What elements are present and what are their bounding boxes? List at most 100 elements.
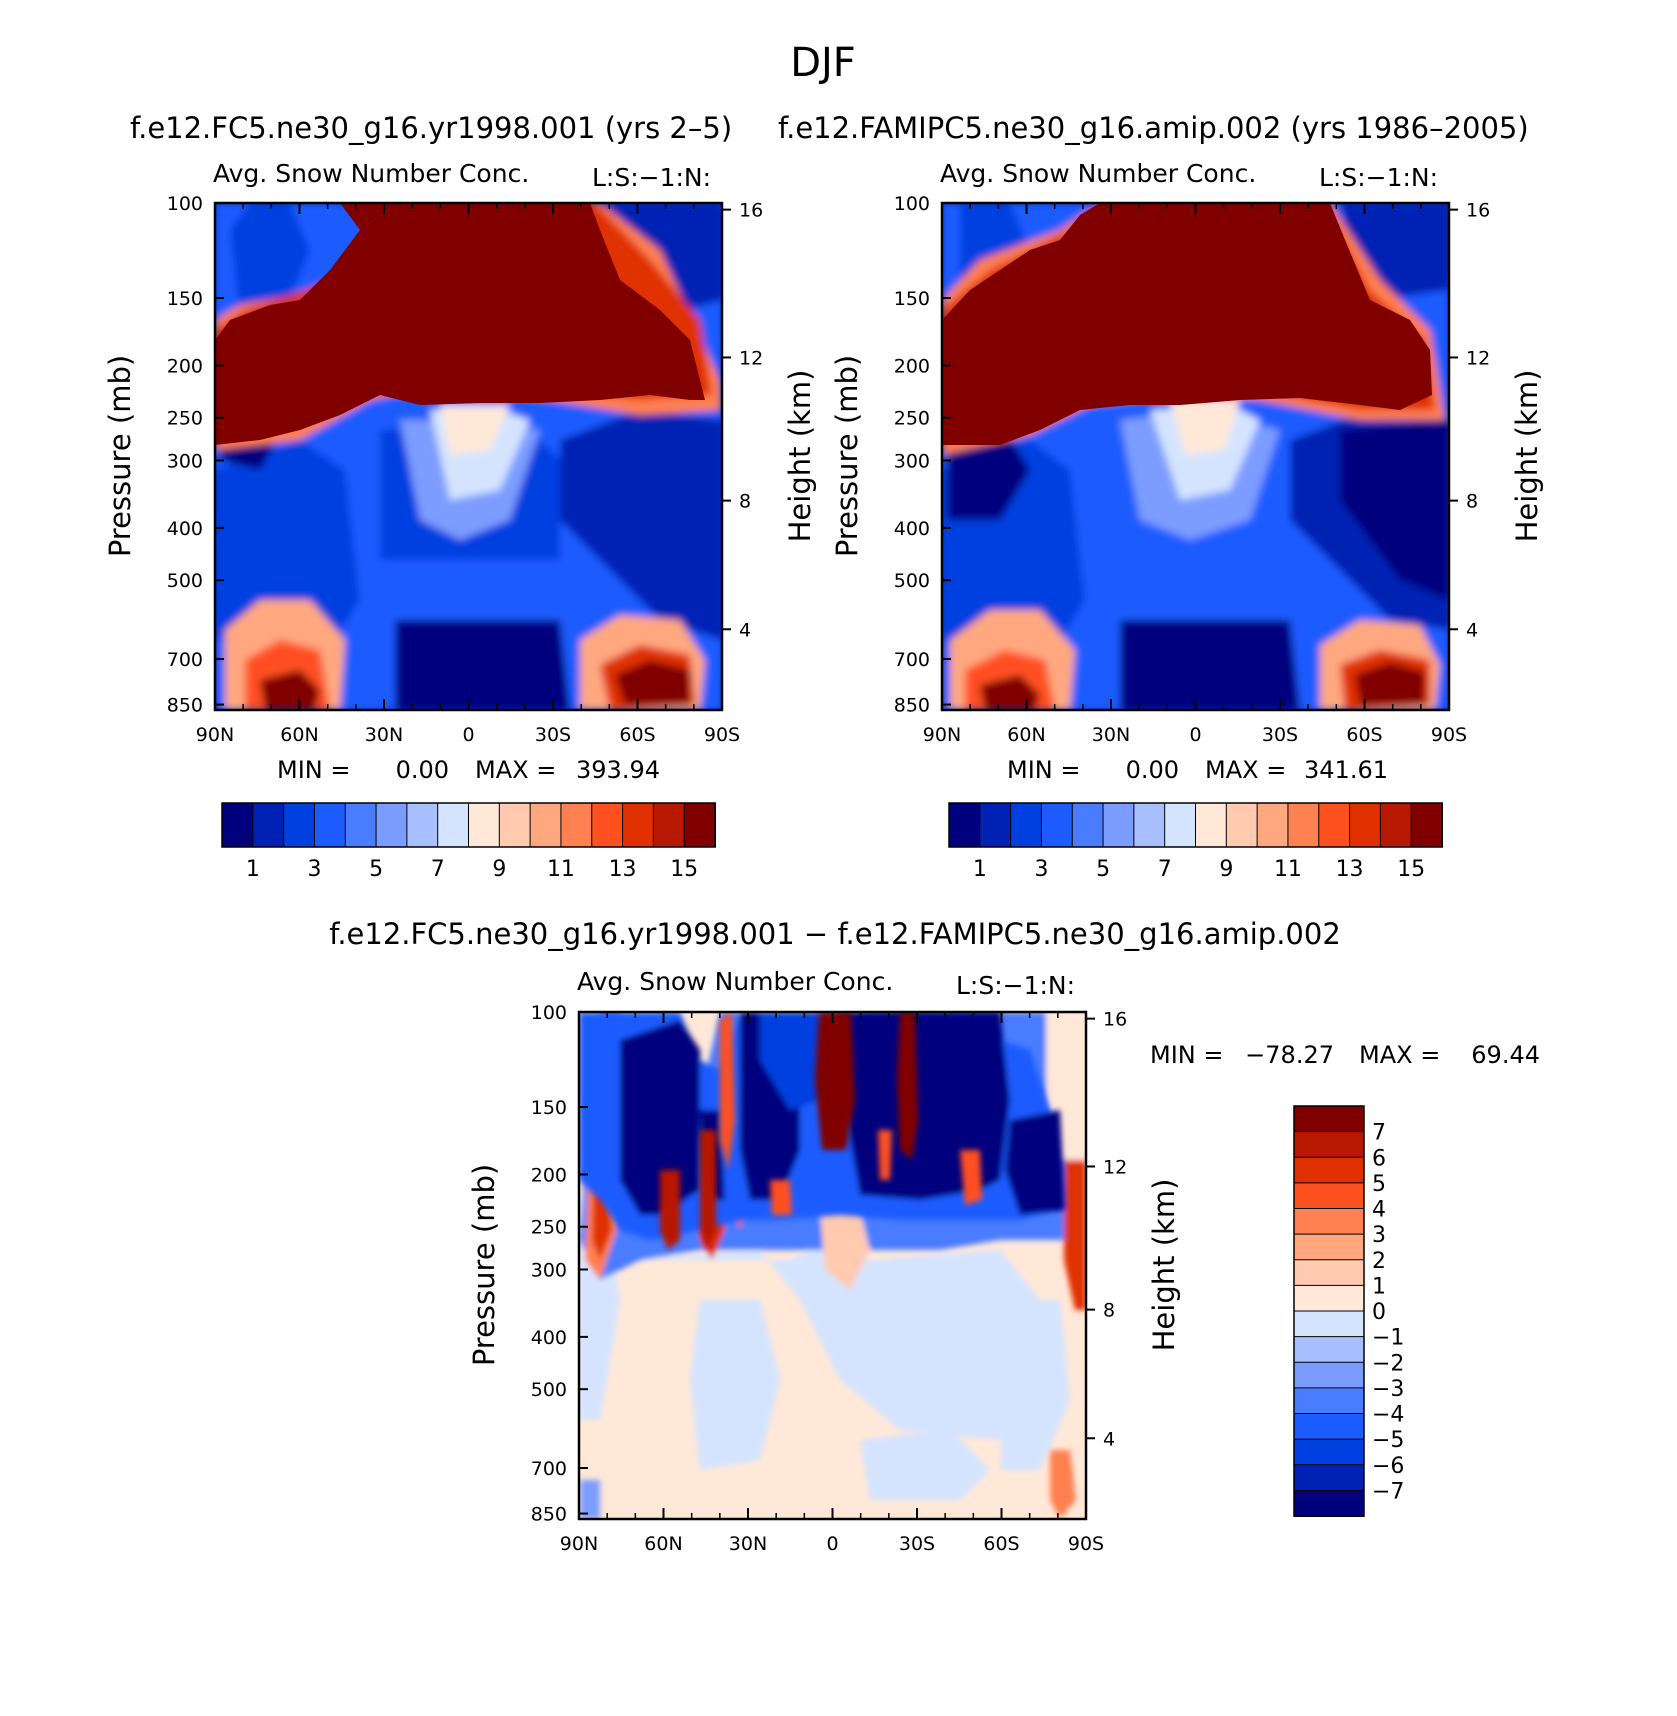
panel2-ytick-label: 400 — [894, 518, 930, 540]
panel3-colorbar-swatch — [1293, 1208, 1365, 1236]
panel2-min-value: 0.00 — [1126, 756, 1179, 784]
panel1-ytick-label: 400 — [167, 518, 203, 540]
panel1-ylabel: Pressure (mb) — [103, 355, 137, 557]
panel2-colorbar-swatch — [1256, 802, 1289, 848]
panel1-xtick-label: 60S — [619, 724, 655, 746]
panel3-colorbar-swatch — [1293, 1156, 1365, 1184]
panel1-ytick-label: 500 — [167, 570, 203, 592]
panel1-xtick-label: 90N — [196, 724, 234, 746]
panel2-max-value: 341.61 — [1304, 756, 1388, 784]
panel1-ytick-label: 700 — [167, 649, 203, 671]
panel2-colorbar-swatch — [1318, 802, 1351, 848]
panel3-y2tick-label: 16 — [1103, 1009, 1127, 1031]
panel3-colorbar-label: −2 — [1372, 1351, 1404, 1376]
panel3-xtick-label: 90S — [1068, 1533, 1104, 1555]
panel2-colorbar-swatch — [1349, 802, 1382, 848]
panel2-colorbar: 1 3 5 7 9 11 13 15 — [948, 802, 1443, 882]
panel3-colorbar-swatch — [1293, 1131, 1365, 1159]
panel1-y2tick-label: 12 — [739, 347, 763, 369]
panel2-colorbar-swatch — [1225, 802, 1259, 848]
panel1-colorbar-label: 9 — [492, 857, 506, 882]
panel3-colorbar-swatch — [1293, 1438, 1365, 1466]
panel1-colorbar-swatch — [468, 802, 501, 848]
panel1-ytick-label: 250 — [167, 408, 203, 430]
panel3-case-title: f.e12.FC5.ne30_g16.yr1998.001 − f.e12.FA… — [329, 917, 1341, 951]
panel1-colorbar-swatch — [622, 802, 655, 848]
panel3-min-label: MIN = — [1150, 1041, 1223, 1069]
panel3-colorbar-swatch — [1293, 1361, 1365, 1389]
panel1-xtick-label: 30S — [535, 724, 571, 746]
panel3-ytick-label: 250 — [531, 1217, 567, 1239]
panel2-colorbar-label: 7 — [1158, 857, 1172, 882]
panel3-min-value: −78.27 — [1245, 1041, 1334, 1069]
panel1-xtick-label: 30N — [365, 724, 403, 746]
panel2-colorbar-label: 9 — [1219, 857, 1233, 882]
panel2-colorbar-swatch — [948, 802, 981, 848]
panel1-colorbar-swatch — [221, 802, 254, 848]
panel3-colorbar-label: −7 — [1372, 1479, 1404, 1504]
panel3-ytick-label: 100 — [531, 1002, 567, 1024]
panel1-units: L:S:−1:N: — [592, 163, 711, 192]
panel3-y2tick-label: 12 — [1103, 1156, 1127, 1178]
panel1-ytick-label: 200 — [167, 355, 203, 377]
panel1-y2tick-label: 8 — [739, 491, 751, 513]
panel2-y2tick-label: 12 — [1466, 347, 1490, 369]
panel-top-left: f.e12.FC5.ne30_g16.yr1998.001 (yrs 2–5) … — [103, 111, 817, 882]
panel1-y2tick-label: 4 — [739, 619, 751, 641]
panel1-colorbar-swatch — [683, 802, 716, 848]
panel3-field — [579, 1012, 1086, 1519]
panel2-colorbar-label: 13 — [1336, 857, 1364, 882]
panel2-max-label: MAX = — [1205, 756, 1286, 784]
panel2-case-title: f.e12.FAMIPC5.ne30_g16.amip.002 (yrs 198… — [778, 111, 1529, 145]
panel2-y2tick-label: 4 — [1466, 619, 1478, 641]
panel2-ytick-label: 300 — [894, 450, 930, 472]
panel3-colorbar-swatch — [1293, 1259, 1365, 1287]
panel1-colorbar-swatch — [406, 802, 439, 848]
panel1-ytick-label: 150 — [167, 288, 203, 310]
panel1-colorbar-swatch — [560, 802, 593, 848]
panel2-colorbar-label: 11 — [1274, 857, 1302, 882]
panel2-ytick-label: 700 — [894, 649, 930, 671]
panel3-colorbar-label: −5 — [1372, 1428, 1404, 1453]
panel2-ytick-label: 200 — [894, 355, 930, 377]
panel1-colorbar-swatch — [591, 802, 624, 848]
panel3-colorbar-label: −6 — [1372, 1454, 1404, 1479]
panel2-y2tick-label: 8 — [1466, 491, 1478, 513]
panel2-colorbar-swatch — [1379, 802, 1413, 848]
panel2-colorbar-label: 15 — [1397, 857, 1425, 882]
panel1-case-title: f.e12.FC5.ne30_g16.yr1998.001 (yrs 2–5) — [130, 111, 732, 145]
panel3-colorbar-frame — [1293, 1105, 1365, 1517]
panel3-colorbar-swatch — [1293, 1310, 1365, 1338]
panel1-colorbar-swatch — [529, 802, 562, 848]
panel2-ytick-label: 250 — [894, 408, 930, 430]
panel1-xtick-label: 60N — [280, 724, 318, 746]
panel3-ytick-label: 200 — [531, 1164, 567, 1186]
panel1-axes: 100 150 200 250 300 400 500 700 850 16 12 8 4 90N 60N 3… — [167, 193, 763, 746]
panel3-colorbar-label: −4 — [1372, 1403, 1404, 1428]
panel3-colorbar-swatch — [1293, 1233, 1365, 1261]
panel3-colorbar-swatch — [1293, 1489, 1365, 1517]
panel3-max-label: MAX = — [1359, 1041, 1440, 1069]
panel3-colorbar-label: 1 — [1372, 1274, 1386, 1299]
panel1-colorbar-label: 15 — [670, 857, 698, 882]
panel2-ytick-label: 100 — [894, 193, 930, 215]
panel1-xtick-label: 0 — [462, 724, 474, 746]
panel1-y2label: Height (km) — [783, 370, 817, 543]
panel1-colorbar-label: 1 — [246, 857, 260, 882]
panel3-colorbar-swatch — [1293, 1387, 1365, 1415]
panel-top-right: f.e12.FAMIPC5.ne30_g16.amip.002 (yrs 198… — [778, 111, 1544, 882]
panel1-colorbar-swatch — [313, 802, 347, 848]
panel1-min-label: MIN = — [277, 756, 350, 784]
panel2-colorbar-swatch — [1164, 802, 1197, 848]
panel1-max-value: 393.94 — [576, 756, 660, 784]
panel3-units: L:S:−1:N: — [956, 971, 1075, 1000]
panel3-ytick-label: 850 — [531, 1504, 567, 1526]
figure-title: DJF — [790, 40, 856, 86]
panel1-colorbar-frame — [221, 802, 716, 848]
panel2-min-label: MIN = — [1007, 756, 1080, 784]
panel3-colorbar-label: 3 — [1372, 1223, 1386, 1248]
panel2-xtick-label: 90N — [923, 724, 961, 746]
panel2-xtick-label: 30N — [1092, 724, 1130, 746]
panel2-colorbar-swatch — [1102, 802, 1135, 848]
